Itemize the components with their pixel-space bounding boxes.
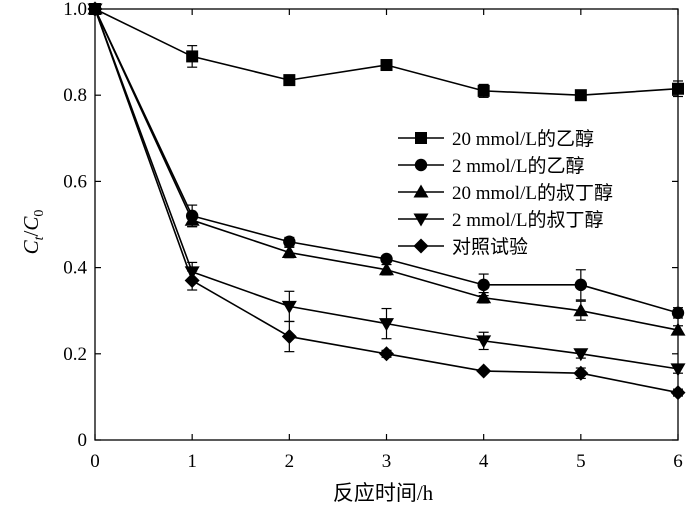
data-point [184,273,200,289]
x-tick-label: 5 [576,451,586,472]
x-axis-label: 反应时间/h [333,481,434,505]
x-tick-label: 6 [673,451,683,472]
legend-label: 对照试验 [452,236,528,258]
data-point [380,59,393,72]
x-tick-label: 0 [90,451,100,472]
series-1 [89,3,684,102]
data-point [380,252,393,266]
data-point [476,290,492,304]
data-point [476,335,492,349]
y-tick-label: 0.4 [63,258,87,279]
legend-item-1: 20 mmol/L的乙醇 [398,128,594,150]
series-3 [87,1,686,336]
data-point [281,300,297,314]
x-tick-label: 1 [187,451,197,472]
legend-label: 2 mmol/L的乙醇 [452,155,584,177]
axis-ticks: 0 1 2 3 4 5 6 0 0.2 0.4 0.6 0.8 1.0 [63,0,683,472]
data-point [379,318,394,332]
data-point [281,245,297,259]
data-point [573,365,589,381]
data-point [574,278,588,292]
data-point [281,329,297,345]
data-point [379,346,394,362]
data-point [87,1,103,17]
series-line [94,8,679,331]
data-point [670,385,686,401]
data-point [670,322,686,336]
data-point [670,363,686,377]
y-tick-label: 1.0 [63,0,87,20]
data-point [283,74,296,87]
y-label-sub-t: t [32,235,47,240]
series-5 [87,1,686,401]
data-point [186,50,199,63]
data-point [672,82,684,95]
series-lines [87,1,686,401]
data-point [283,235,296,248]
legend-label: 2 mmol/L的叔丁醇 [452,209,603,231]
legend-marker [413,238,429,254]
legend-item-5: 对照试验 [398,236,528,258]
data-point [476,363,492,379]
y-tick-label: 0.8 [63,85,87,106]
data-point [477,278,490,292]
legend-marker [414,158,428,172]
y-label-sub-0: 0 [32,210,47,217]
data-point [379,262,394,276]
x-tick-label: 3 [382,451,392,472]
y-axis-label: Ct/C0 [19,210,47,255]
legend-item-4: 2 mmol/L的叔丁醇 [398,209,603,231]
x-tick-label: 2 [285,451,295,472]
legend-item-2: 2 mmol/L的乙醇 [398,155,584,177]
legend-item-3: 20 mmol/L的叔丁醇 [398,182,613,204]
legend-marker [413,184,429,198]
legend-label: 20 mmol/L的乙醇 [452,128,594,150]
x-tick-label: 4 [479,451,489,472]
y-label-slash: / [19,230,43,236]
series-line [94,8,679,97]
legend-marker [413,213,429,227]
legend: 20 mmol/L的乙醇 2 mmol/L的乙醇 20 mmol/L的叔丁醇 2 mm… [398,128,613,258]
data-point [574,89,587,102]
y-label-c: C [19,239,43,254]
y-label-c0: C [19,216,43,231]
legend-marker [415,132,427,144]
data-point [184,212,200,226]
data-point [573,303,589,317]
legend-label: 20 mmol/L的叔丁醇 [452,182,613,204]
y-tick-label: 0.6 [63,171,87,192]
y-tick-label: 0.2 [63,344,87,365]
data-point [477,84,490,97]
data-point [671,306,685,320]
data-point [573,348,589,362]
y-tick-label: 0 [78,430,88,451]
